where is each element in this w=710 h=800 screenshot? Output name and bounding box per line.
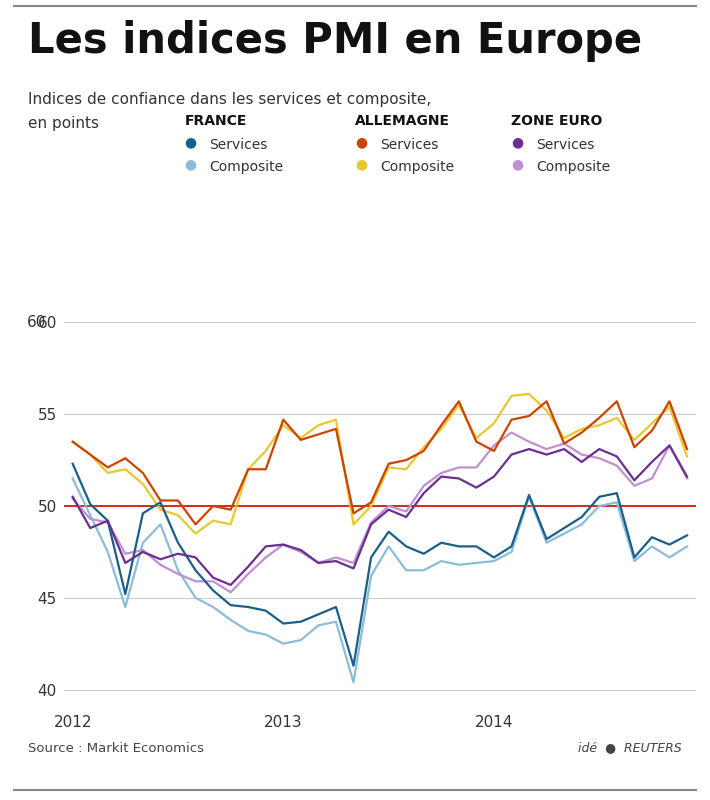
Text: Composite: Composite xyxy=(209,160,283,174)
Text: ●: ● xyxy=(511,158,523,171)
Text: 60: 60 xyxy=(27,315,46,330)
Text: Indices de confiance dans les services et composite,: Indices de confiance dans les services e… xyxy=(28,92,432,107)
Text: Services: Services xyxy=(536,138,594,152)
Text: ZONE EURO: ZONE EURO xyxy=(511,114,603,128)
Text: Services: Services xyxy=(209,138,268,152)
Text: en points: en points xyxy=(28,116,99,131)
Text: Les indices PMI en Europe: Les indices PMI en Europe xyxy=(28,20,643,62)
Text: ●: ● xyxy=(185,158,197,171)
Text: ●: ● xyxy=(185,135,197,149)
Text: Source : Markit Economics: Source : Markit Economics xyxy=(28,742,204,754)
Text: ●: ● xyxy=(511,135,523,149)
Text: ●: ● xyxy=(355,158,367,171)
Text: Services: Services xyxy=(380,138,438,152)
Text: Composite: Composite xyxy=(536,160,610,174)
Text: ALLEMAGNE: ALLEMAGNE xyxy=(355,114,450,128)
Text: idé  ●  REUTERS: idé ● REUTERS xyxy=(578,742,682,754)
Text: Composite: Composite xyxy=(380,160,454,174)
Text: ●: ● xyxy=(355,135,367,149)
Text: FRANCE: FRANCE xyxy=(185,114,247,128)
